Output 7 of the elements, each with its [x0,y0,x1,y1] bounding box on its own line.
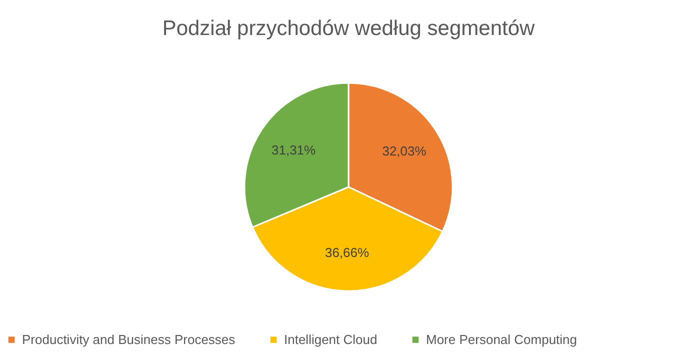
data-label: 36,66% [324,244,370,260]
legend-label: Intelligent Cloud [284,332,378,347]
data-label: 32,03% [382,144,427,159]
data-label: 31,31% [272,142,316,158]
legend-label: Productivity and Business Processes [22,332,236,347]
chart-title: Podział przychodów według segmentów [162,17,536,40]
legend-label: More Personal Computing [426,332,578,347]
